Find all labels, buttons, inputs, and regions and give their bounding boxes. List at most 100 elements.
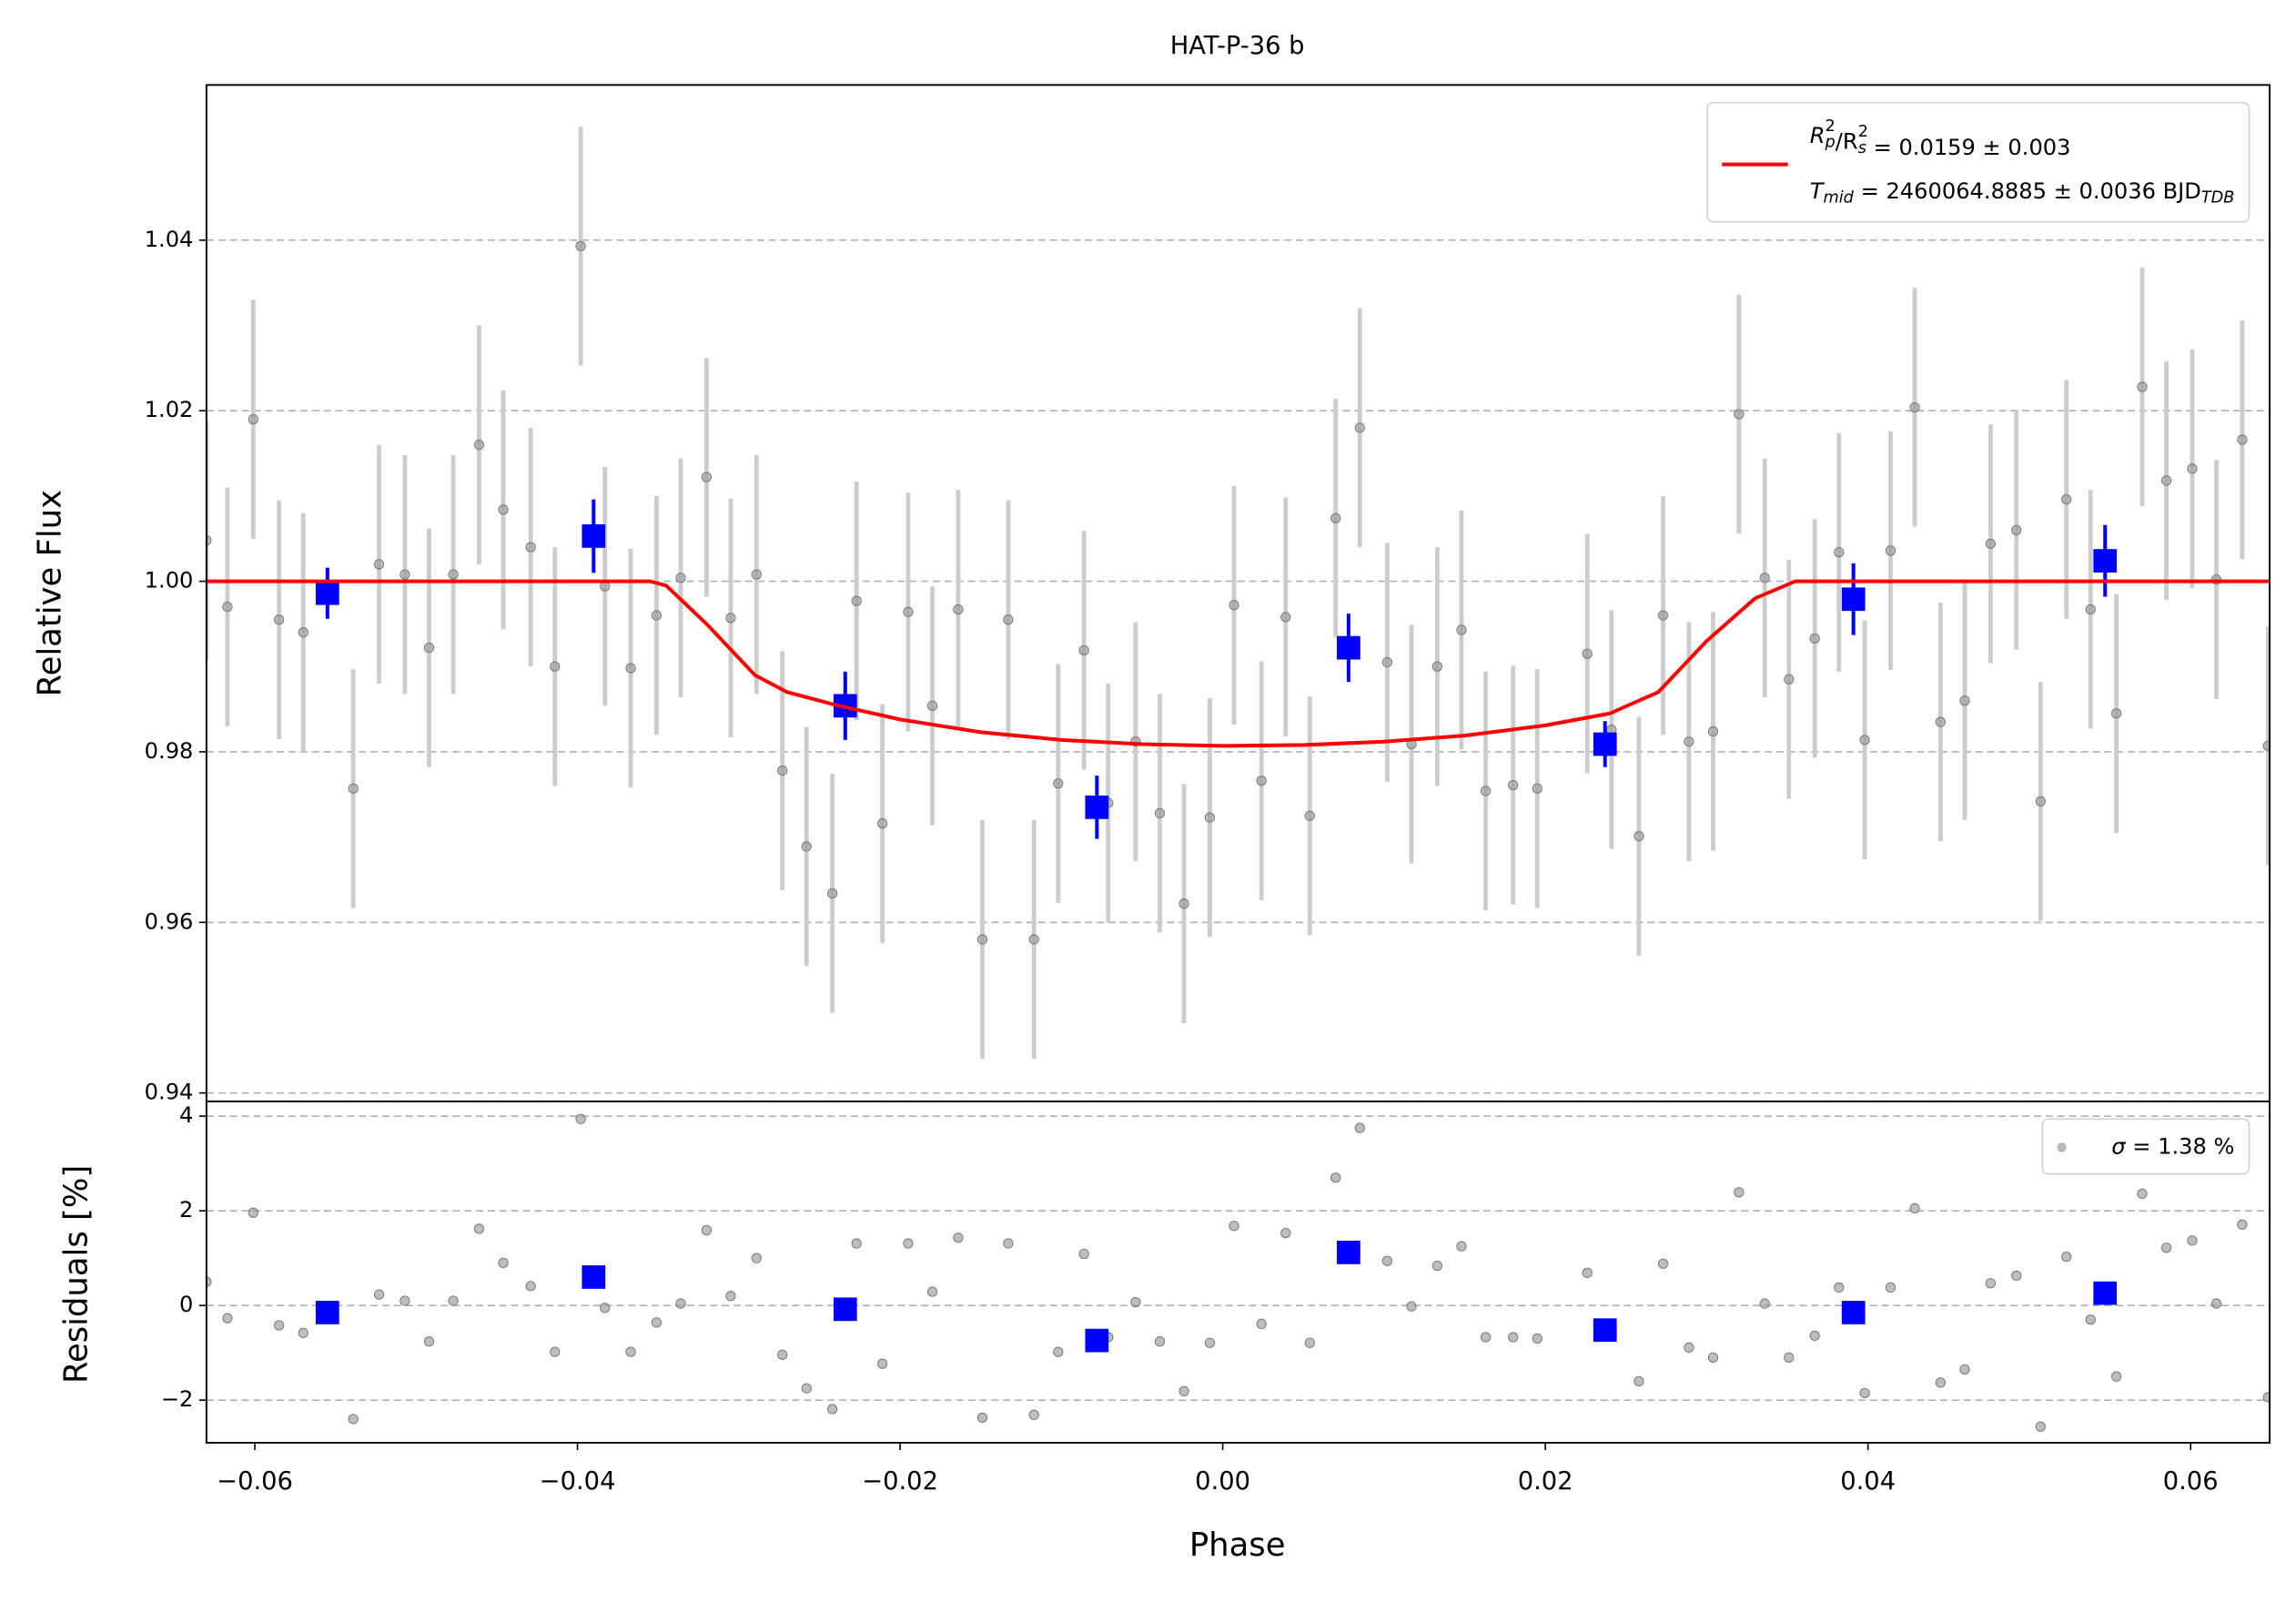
- data-point: [976, 934, 988, 945]
- data-point: [1633, 1375, 1644, 1386]
- data-point: [400, 569, 410, 580]
- data-point: [2137, 381, 2148, 392]
- data-point: [1330, 512, 1341, 523]
- data-point: [2262, 740, 2271, 752]
- y-tick-label: 1.00: [145, 568, 194, 594]
- data-point: [348, 783, 359, 794]
- data-point: [550, 661, 561, 672]
- data-point: [1707, 1352, 1719, 1363]
- data-point: [903, 1238, 914, 1249]
- data-point: [1959, 1364, 1970, 1375]
- data-point: [448, 569, 459, 580]
- data-point: [1885, 545, 1896, 556]
- binned-point: [1841, 1301, 1866, 1324]
- data-point: [2187, 463, 2198, 474]
- x-tick-label: −0.06: [217, 1467, 293, 1496]
- data-point: [1508, 1332, 1519, 1343]
- data-point: [701, 1224, 713, 1236]
- data-point: [1154, 807, 1166, 819]
- data-point: [1684, 1342, 1694, 1354]
- legend-label: σ = 1.38 %: [2111, 1133, 2234, 1159]
- binned-point: [1593, 732, 1617, 756]
- binned-point: [582, 524, 606, 548]
- legend-subscript: p: [1825, 133, 1836, 151]
- data-point: [2011, 524, 2022, 535]
- y-axis-label: Residuals [%]: [57, 1165, 95, 1384]
- legend-subscript: s: [1858, 139, 1866, 157]
- legend-superscript: 2: [1858, 123, 1868, 141]
- data-point: [675, 573, 686, 583]
- data-point: [1280, 1227, 1291, 1239]
- data-point: [1959, 695, 1970, 706]
- data-point: [274, 614, 285, 625]
- binned-point: [1593, 1318, 1617, 1343]
- data-point: [1684, 736, 1694, 747]
- data-point: [1532, 1333, 1542, 1344]
- data-point: [298, 627, 308, 638]
- legend-label: R2 p/R2 s = 0.0159 ± 0.003: [1810, 117, 2071, 160]
- data-point: [1431, 1260, 1443, 1272]
- y-tick-label: 0: [179, 1292, 193, 1317]
- x-tick-label: 0.00: [1195, 1467, 1250, 1496]
- data-point: [1456, 1241, 1467, 1252]
- legend-text: R: [1810, 123, 1826, 148]
- data-point: [1582, 648, 1593, 659]
- data-point: [1759, 1298, 1770, 1309]
- binned-point: [1085, 795, 1109, 819]
- legend-box: [2041, 1118, 2250, 1175]
- data-point: [1935, 716, 1947, 727]
- data-point: [222, 602, 233, 613]
- data-point: [876, 818, 888, 829]
- data-point: [473, 1223, 485, 1234]
- data-point: [976, 1412, 988, 1424]
- legend-text: = 1.38 %: [2126, 1133, 2235, 1159]
- binned-point: [1085, 1328, 1109, 1353]
- data-point: [423, 643, 435, 654]
- binned-point: [315, 1301, 339, 1324]
- y-tick-label: 0.98: [145, 738, 194, 764]
- data-point: [1280, 612, 1291, 623]
- data-point: [1734, 409, 1745, 420]
- binned-point: [833, 1297, 857, 1322]
- data-point: [575, 1113, 586, 1124]
- data-point: [751, 1253, 762, 1263]
- chart-title: HAT-P-36 b: [1170, 32, 1305, 60]
- y-tick-label: 0.94: [145, 1080, 194, 1105]
- binned-point: [1841, 587, 1866, 612]
- y-axis-label: Relative Flux: [31, 490, 68, 696]
- data-point: [1028, 934, 1039, 945]
- data-point: [298, 1327, 308, 1338]
- data-point: [1003, 1238, 1014, 1249]
- data-point: [448, 1295, 459, 1306]
- x-axis-label: Phase: [1189, 1527, 1286, 1564]
- data-point: [1909, 1202, 1920, 1214]
- data-point: [777, 765, 788, 776]
- legend-text: = 0.0159 ± 0.003: [1866, 135, 2071, 160]
- data-point: [373, 1289, 385, 1300]
- data-point: [1885, 1282, 1896, 1294]
- data-point: [827, 1404, 838, 1415]
- data-point: [725, 1291, 736, 1302]
- x-tick-label: 0.06: [2163, 1467, 2219, 1496]
- data-point: [1406, 1301, 1417, 1312]
- data-point: [876, 1358, 888, 1369]
- data-point: [400, 1295, 410, 1306]
- data-point: [1480, 1332, 1492, 1343]
- data-point: [2160, 1243, 2172, 1253]
- legend-text: T: [1810, 178, 1826, 204]
- legend-subscript: mid: [1824, 189, 1855, 208]
- data-point: [373, 559, 385, 570]
- data-point: [1707, 725, 1719, 737]
- plot-area: [206, 127, 2271, 1060]
- data-point: [2262, 1392, 2271, 1403]
- data-point: [525, 1281, 536, 1292]
- legend-marker: [2057, 1142, 2067, 1152]
- data-point: [1809, 1330, 1820, 1342]
- data-point: [1256, 776, 1267, 786]
- data-point: [1229, 1221, 1239, 1232]
- legend-subscript: TDB: [2201, 189, 2235, 208]
- data-point: [1229, 600, 1239, 611]
- data-point: [1784, 1352, 1795, 1363]
